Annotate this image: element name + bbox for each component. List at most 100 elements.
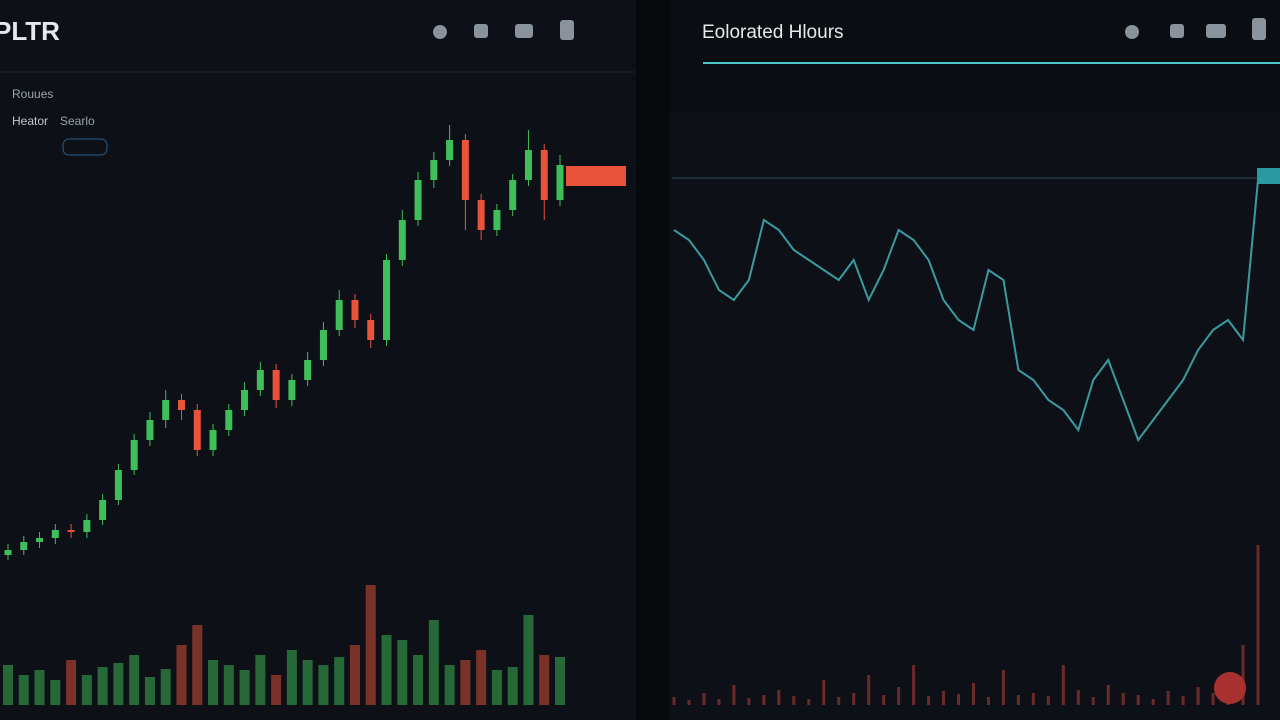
tab[interactable]: Rouues	[12, 87, 53, 101]
volume-bar	[897, 687, 901, 705]
symbol: PLTR	[0, 16, 60, 46]
candle-body	[146, 420, 154, 440]
icon[interactable]	[1206, 24, 1226, 38]
candle-body	[351, 300, 359, 320]
action-button[interactable]	[1214, 672, 1246, 704]
volume-bar	[50, 680, 61, 705]
price-tag	[566, 166, 626, 186]
candle-body	[335, 300, 343, 330]
volume-bar	[1106, 685, 1110, 705]
volume-bar	[81, 675, 92, 705]
candle-body	[4, 550, 12, 555]
candle-body	[209, 430, 217, 450]
right-header	[670, 0, 1280, 112]
icon[interactable]	[433, 25, 447, 39]
volume-bar	[971, 683, 975, 705]
icon[interactable]	[1125, 25, 1139, 39]
volume-bar	[687, 700, 691, 705]
volume-bar	[460, 660, 471, 705]
volume-bar	[66, 660, 77, 705]
candle-body	[446, 140, 454, 160]
volume-bar	[176, 645, 187, 705]
icon[interactable]	[560, 20, 574, 40]
candle-body	[51, 530, 59, 538]
volume-bar	[1151, 699, 1155, 705]
candle-body	[430, 160, 438, 180]
volume-bar	[160, 669, 171, 705]
candle-body	[114, 470, 122, 500]
candle-body	[398, 220, 406, 260]
volume-bar	[1046, 696, 1050, 705]
tab[interactable]: Searlo	[60, 114, 95, 128]
volume-bar	[927, 696, 931, 705]
volume-bar	[286, 650, 297, 705]
icon[interactable]	[1252, 18, 1266, 40]
volume-bar	[1256, 545, 1260, 705]
volume-bar	[1031, 693, 1035, 705]
candle-body	[67, 530, 75, 532]
candle-body	[383, 260, 391, 340]
volume-bar	[822, 680, 826, 705]
volume-bar	[144, 677, 155, 705]
volume-bar	[1076, 690, 1080, 705]
price-line	[673, 179, 1259, 443]
volume-bar	[1241, 645, 1245, 705]
volume-bar	[476, 650, 487, 705]
volume-bar	[428, 620, 439, 705]
volume-bar	[381, 635, 392, 705]
volume-bar	[1001, 670, 1005, 705]
volume-bar	[867, 675, 871, 705]
candle-body	[83, 520, 91, 532]
candle-body	[20, 542, 28, 550]
volume-bar	[1211, 693, 1215, 705]
volume-bar	[1016, 695, 1020, 705]
icon[interactable]	[1170, 24, 1184, 38]
volume-bar	[1166, 691, 1170, 705]
volume-bar	[1091, 697, 1095, 705]
tab[interactable]: Heator	[12, 114, 48, 128]
volume-bar	[302, 660, 313, 705]
volume-bar	[792, 696, 796, 705]
divider	[636, 0, 670, 720]
candle-body	[272, 370, 280, 400]
volume-bar	[807, 699, 811, 705]
icon[interactable]	[474, 24, 488, 38]
volume-bar	[747, 698, 751, 705]
volume-bar	[539, 655, 550, 705]
toolbar-icons	[433, 18, 1266, 40]
candle-body	[477, 200, 485, 230]
volume-bar	[397, 640, 408, 705]
candle-body	[461, 140, 469, 200]
volume-bar	[334, 657, 345, 705]
candle-body	[304, 360, 312, 380]
volume-bar	[413, 655, 424, 705]
volume-bar	[113, 663, 124, 705]
icon[interactable]	[515, 24, 533, 38]
volume-bar	[239, 670, 250, 705]
right-panel	[670, 0, 1280, 720]
volume-bar	[97, 667, 108, 705]
left-panel	[0, 0, 636, 720]
volume-bar	[912, 665, 916, 705]
badge[interactable]	[62, 138, 108, 156]
candle-body	[256, 370, 264, 390]
volume-bar	[271, 675, 282, 705]
volume-bar	[986, 697, 990, 705]
candle-body	[556, 165, 564, 200]
candle-body	[162, 400, 170, 420]
volume-bar	[672, 697, 676, 705]
candle-body	[193, 410, 201, 450]
volume-bar	[192, 625, 203, 705]
panel-title: Eolorated Hlours	[702, 22, 844, 43]
volume-bar	[491, 670, 502, 705]
volume-bar	[18, 675, 29, 705]
volume-bar	[717, 699, 721, 705]
candle-body	[177, 400, 185, 410]
volume-bar	[942, 691, 946, 705]
volume-bar	[957, 694, 961, 705]
volume-bar	[702, 693, 706, 705]
candle-body	[493, 210, 501, 230]
candle-body	[130, 440, 138, 470]
volume-bar	[762, 695, 766, 705]
